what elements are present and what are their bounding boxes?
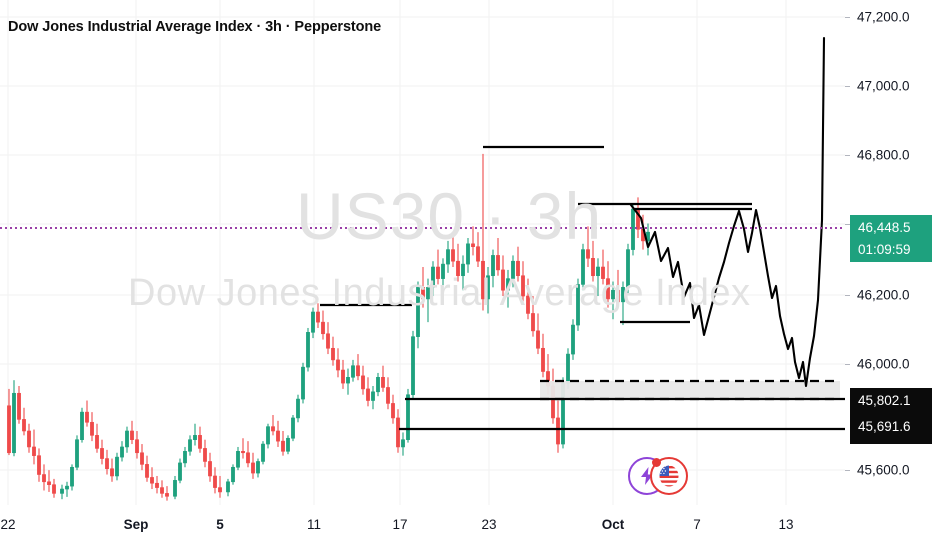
price-tick-label: 47,200.0 bbox=[857, 9, 910, 25]
price-tick-label: 47,000.0 bbox=[857, 78, 910, 94]
price-tick-mark bbox=[845, 155, 850, 156]
economic-event-markers[interactable] bbox=[628, 457, 692, 497]
lightning-glyph bbox=[641, 467, 653, 485]
time-tick-label: 22 bbox=[0, 517, 16, 532]
price-tick-mark bbox=[845, 364, 850, 365]
price-tick-label: 45,600.0 bbox=[857, 462, 910, 478]
price-projection-drawing[interactable] bbox=[629, 36, 826, 388]
horizontal-level-lines[interactable] bbox=[320, 145, 845, 431]
time-tick-label: 17 bbox=[392, 517, 408, 532]
price-tick-mark bbox=[845, 17, 850, 18]
price-tick-label: 46,800.0 bbox=[857, 147, 910, 163]
time-tick-label: 5 bbox=[216, 517, 224, 532]
price-tick-mark bbox=[845, 470, 850, 471]
time-tick-label: 11 bbox=[306, 517, 322, 532]
chart-title: Dow Jones Industrial Average Index · 3h … bbox=[8, 19, 382, 35]
last-price-value: 46,448.5 bbox=[858, 220, 911, 235]
level-badge-upper[interactable]: 45,802.1 bbox=[850, 388, 932, 414]
price-tick-mark bbox=[845, 224, 850, 225]
chart-plot-area[interactable] bbox=[0, 0, 845, 505]
price-tick-mark bbox=[845, 86, 850, 87]
time-tick-label: Sep bbox=[123, 517, 149, 532]
time-axis[interactable]: 22 Sep 5 11 17 23 Oct 7 13 bbox=[0, 505, 932, 550]
event-alert-dot bbox=[652, 458, 661, 467]
time-tick-label: 7 bbox=[693, 517, 701, 532]
time-tick-label: 23 bbox=[481, 517, 497, 532]
chart-canvas[interactable] bbox=[0, 0, 845, 505]
last-price-badge[interactable]: 46,448.5 01:09:59 bbox=[850, 215, 932, 262]
price-tick-label: 46,200.0 bbox=[857, 287, 910, 303]
axis-divider bbox=[845, 0, 846, 505]
time-tick-label: 13 bbox=[778, 517, 794, 532]
price-tick-label: 46,000.0 bbox=[857, 356, 910, 372]
supply-demand-zone[interactable] bbox=[540, 379, 840, 401]
level-badge-lower[interactable]: 45,691.6 bbox=[850, 414, 932, 444]
candlestick-series bbox=[7, 153, 650, 501]
us-flag-glyph bbox=[659, 465, 679, 487]
price-tick-mark bbox=[845, 295, 850, 296]
price-axis[interactable]: 47,200.047,000.046,800.046,600.046,200.0… bbox=[845, 0, 932, 505]
bar-countdown: 01:09:59 bbox=[858, 242, 911, 257]
time-tick-label: Oct bbox=[601, 517, 625, 532]
